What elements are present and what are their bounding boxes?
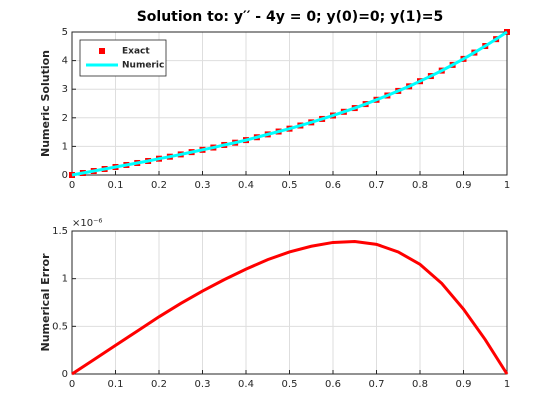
x-tick-label: 1 [504,180,510,191]
axes-box [71,230,508,375]
x-tick-label: 0.7 [369,180,385,191]
y-tick-label: 3 [62,84,68,95]
x-tick-label: 0.1 [108,180,124,191]
x-tick-label: 0.6 [325,180,341,191]
y-tick-label: 5 [62,27,68,38]
legend-label: Numeric [122,61,164,71]
x-tick-label: 0.5 [282,180,298,191]
x-tick-label: 0.5 [282,379,298,390]
line [71,239,509,376]
x-tick-label: 0 [69,379,75,390]
x-tick-label: 0.9 [456,379,472,390]
x-tick-label: 0.7 [369,379,385,390]
axes-box [71,31,508,176]
x-tick-label: 0.2 [151,180,167,191]
y-exponent: ×10⁻⁶ [72,218,102,229]
line [71,30,508,177]
x-tick-label: 0.1 [108,379,124,390]
y-tick-label: 1.5 [52,226,68,237]
x-tick-label: 0.2 [151,379,167,390]
x-tick-label: 0 [69,180,75,191]
y-axis-label: Numeric Solution [39,50,52,157]
legend-box [79,39,167,77]
chart-title: Solution to: y′′ - 4y = 0; y(0)=0; y(1)=… [137,9,444,25]
y-tick-label: 4 [62,56,68,67]
x-tick-label: 0.6 [325,379,341,390]
x-tick-label: 0.8 [412,180,428,191]
x-tick-label: 0.8 [412,379,428,390]
x-tick-label: 0.3 [195,379,211,390]
y-tick-label: 1 [62,274,68,285]
x-tick-label: 0.9 [456,180,472,191]
y-tick-label: 0 [62,170,68,181]
legend-label: Exact [122,47,150,57]
x-tick-label: 1 [504,379,510,390]
y-tick-label: 0.5 [52,321,68,332]
y-tick-label: 0 [62,369,68,380]
y-axis-label: Numerical Error [39,253,52,352]
x-tick-label: 0.4 [238,180,254,191]
y-tick-label: 2 [62,113,68,124]
x-tick-label: 0.3 [195,180,211,191]
y-tick-label: 1 [62,141,68,152]
x-tick-label: 0.4 [238,379,254,390]
legend-swatch [99,48,105,54]
